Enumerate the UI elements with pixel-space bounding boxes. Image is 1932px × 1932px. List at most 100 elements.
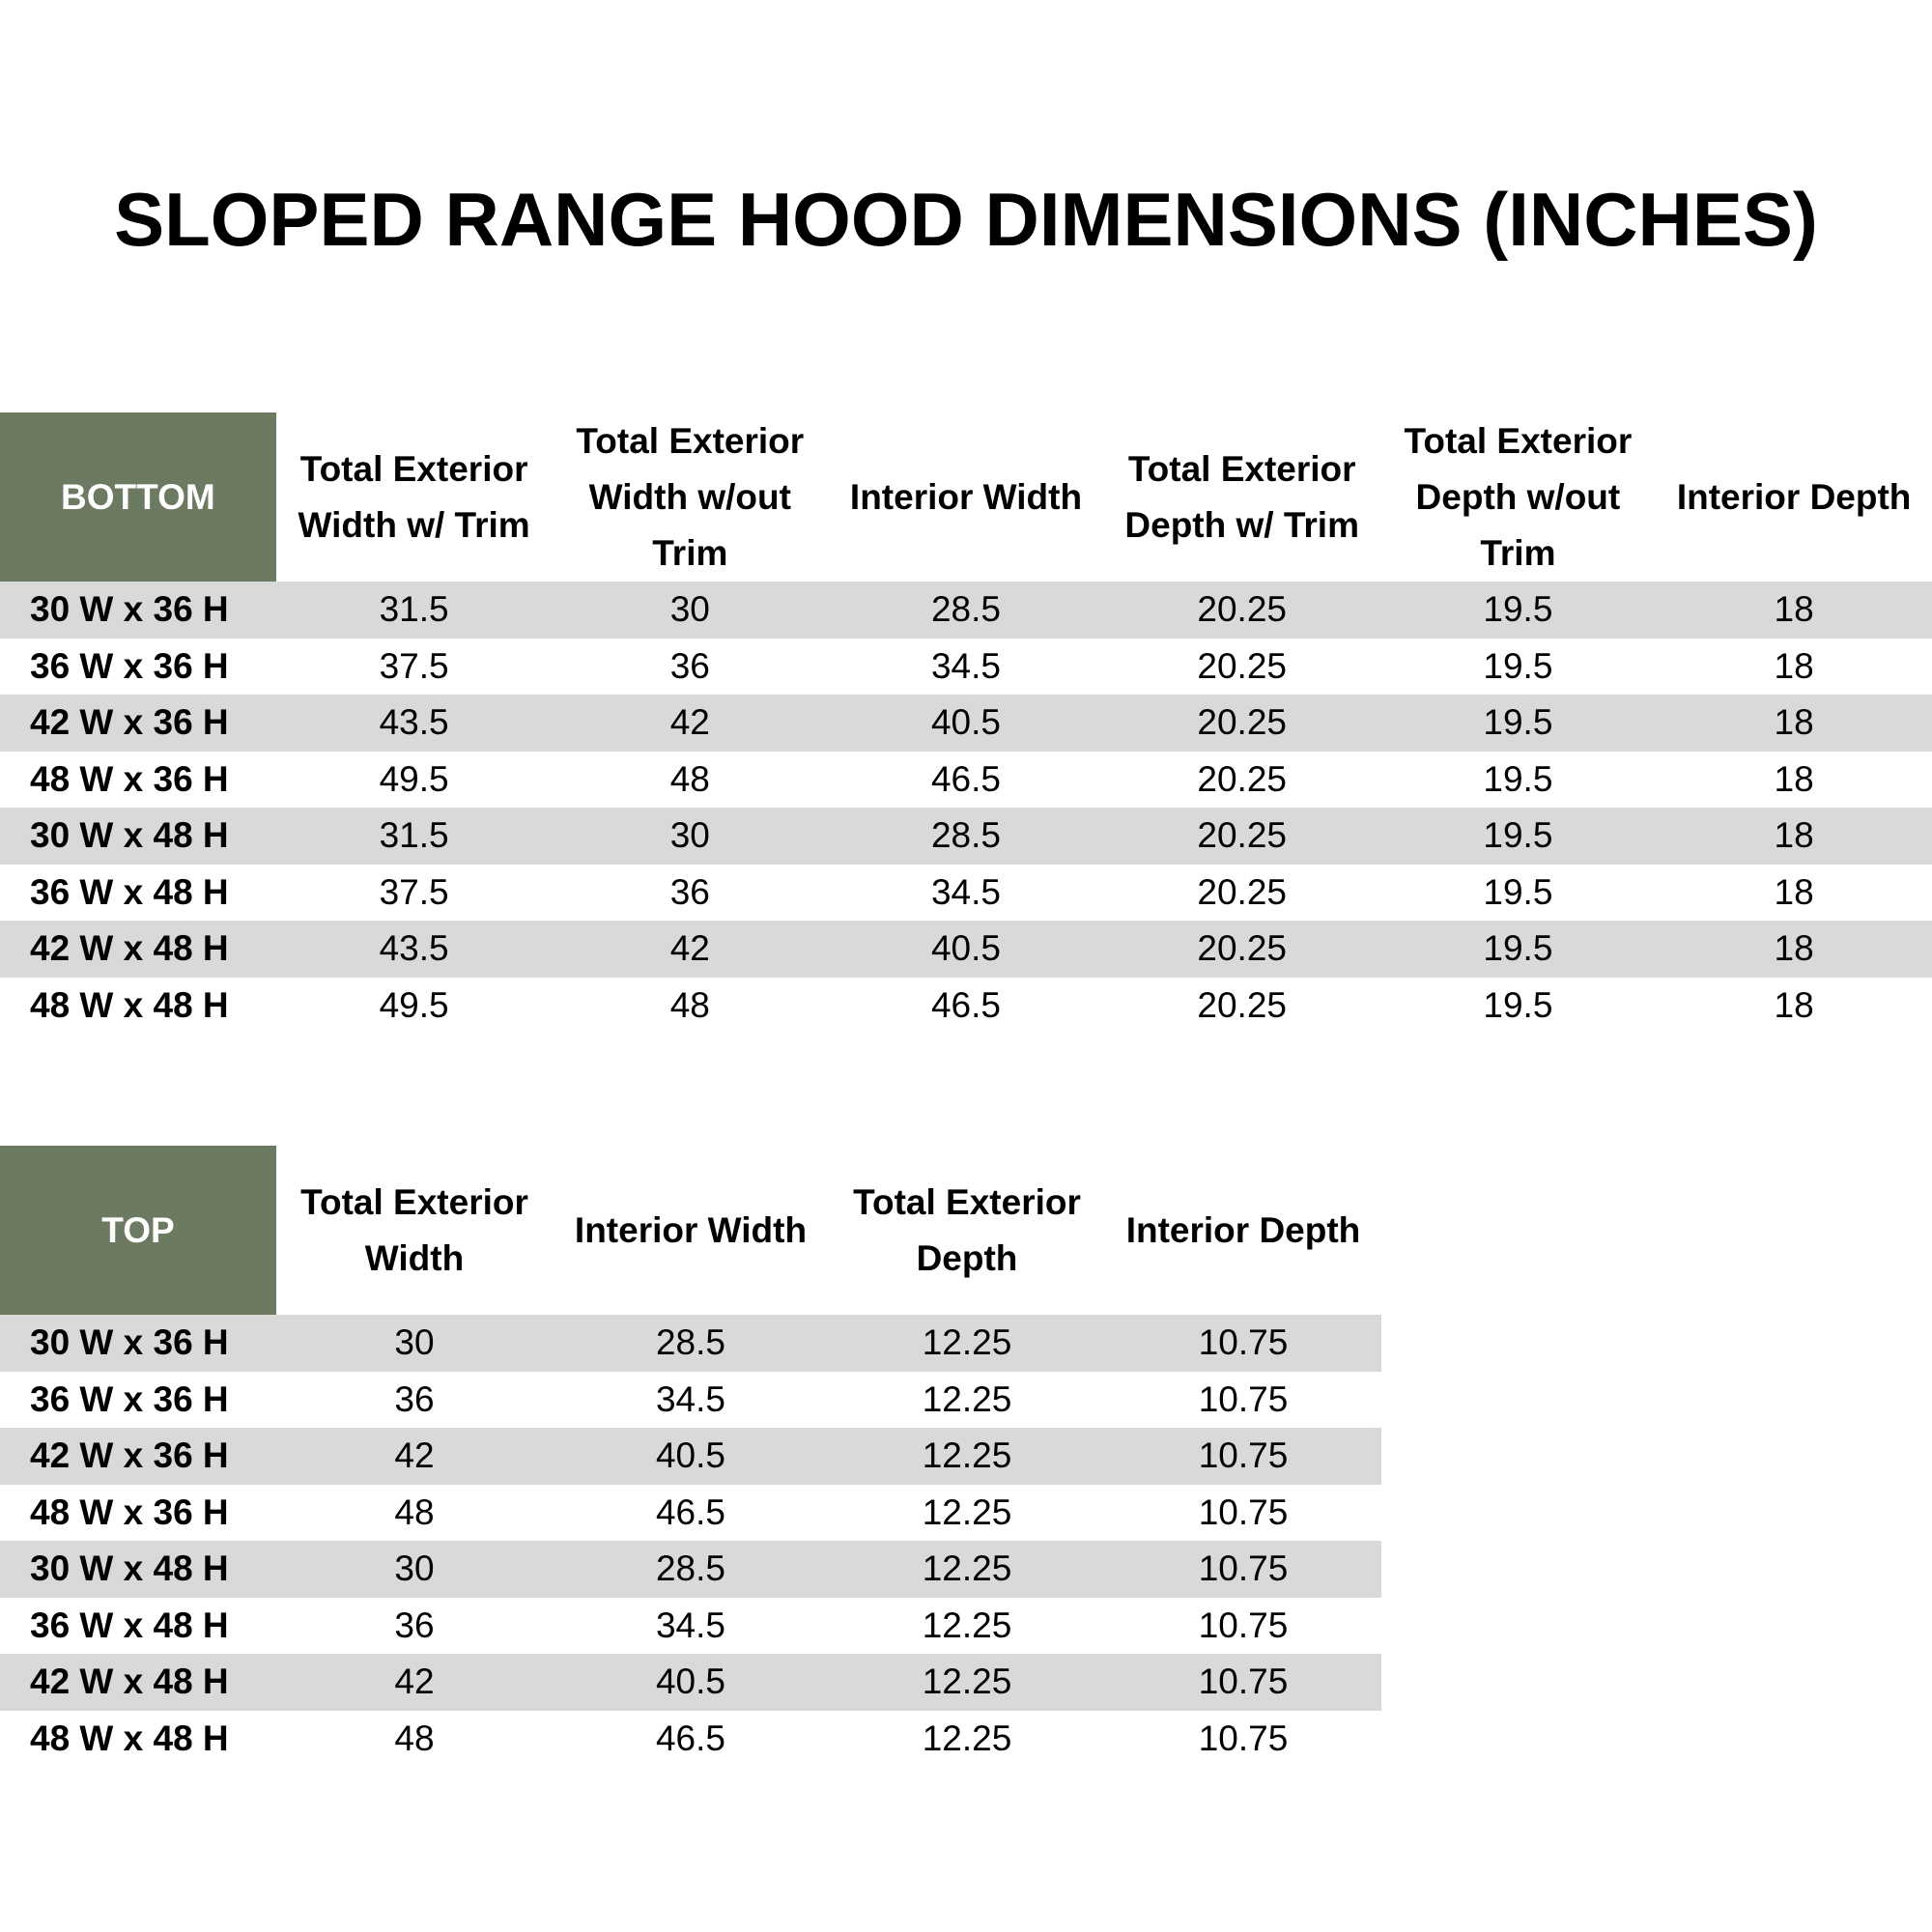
- cell: 18: [1774, 758, 1814, 799]
- table-row: 36 W x 36 H 36 34.5 12.25 10.75: [0, 1372, 1381, 1429]
- cell: 36: [669, 871, 710, 912]
- cell: 19.5: [1379, 695, 1657, 752]
- cell: 46.5: [930, 984, 1001, 1025]
- cell: 40.5: [828, 695, 1104, 752]
- cell: 18: [1656, 808, 1932, 865]
- cell: 48: [394, 1492, 435, 1532]
- cell: 48: [669, 758, 710, 799]
- cell: 18: [1656, 695, 1932, 752]
- cell: 34.5: [930, 871, 1001, 912]
- table-row: 48 W x 36 H 48 46.5 12.25 10.75: [0, 1485, 1381, 1542]
- row-label: 48 W x 36 H: [30, 758, 229, 799]
- cell: 48: [394, 1718, 435, 1758]
- table-row: 30 W x 36 H 31.5 30 28.5 20.25 19.5 18: [0, 582, 1932, 639]
- header-row: TOP Total Exterior Width Interior Width Tot…: [0, 1146, 1381, 1315]
- cell: 42: [552, 921, 829, 978]
- cell: 10.75: [1198, 1492, 1289, 1532]
- cell: 34.5: [655, 1378, 725, 1419]
- title: SLOPED RANGE HOOD DIMENSIONS (INCHES): [114, 177, 1818, 262]
- cell: 34.5: [655, 1605, 725, 1645]
- column-header: Interior Depth: [1676, 476, 1912, 517]
- column-header: Total Exterior Depth: [853, 1181, 1081, 1278]
- row-label: 42 W x 36 H: [0, 1428, 276, 1485]
- cell: 42: [552, 695, 829, 752]
- cell: 18: [1774, 871, 1814, 912]
- cell: 20.25: [1197, 645, 1287, 686]
- table-row: 42 W x 36 H 42 40.5 12.25 10.75: [0, 1428, 1381, 1485]
- cell: 49.5: [379, 758, 449, 799]
- cell: 19.5: [1379, 808, 1657, 865]
- table-row: 30 W x 48 H 30 28.5 12.25 10.75: [0, 1541, 1381, 1598]
- row-label: 48 W x 48 H: [30, 1718, 229, 1758]
- table-row: 42 W x 48 H 42 40.5 12.25 10.75: [0, 1654, 1381, 1711]
- cell: 36: [394, 1378, 435, 1419]
- table-row: 48 W x 48 H 49.5 48 46.5 20.25 19.5 18: [0, 978, 1932, 1035]
- cell: 20.25: [1103, 695, 1380, 752]
- cell: 31.5: [275, 808, 553, 865]
- cell: 28.5: [828, 582, 1104, 639]
- cell: 43.5: [275, 695, 553, 752]
- cell: 20.25: [1197, 758, 1287, 799]
- cell: 42: [276, 1654, 553, 1711]
- cell: 34.5: [930, 645, 1001, 686]
- cell: 20.25: [1197, 984, 1287, 1025]
- column-header: Interior Width: [849, 476, 1083, 517]
- cell: 10.75: [1105, 1428, 1381, 1485]
- table-row: 36 W x 48 H 37.5 36 34.5 20.25 19.5 18: [0, 865, 1932, 922]
- cell: 40.5: [553, 1428, 829, 1485]
- cell: 19.5: [1483, 758, 1553, 799]
- table-row: 36 W x 48 H 36 34.5 12.25 10.75: [0, 1598, 1381, 1655]
- cell: 12.25: [829, 1654, 1105, 1711]
- row-label: 36 W x 36 H: [30, 1378, 229, 1419]
- table-row: 30 W x 36 H 30 28.5 12.25 10.75: [0, 1315, 1381, 1372]
- cell: 18: [1656, 921, 1932, 978]
- cell: 30: [552, 582, 829, 639]
- cell: 28.5: [553, 1315, 829, 1372]
- cell: 19.5: [1379, 582, 1657, 639]
- cell: 10.75: [1105, 1541, 1381, 1598]
- cell: 12.25: [922, 1492, 1012, 1532]
- cell: 10.75: [1105, 1315, 1381, 1372]
- cell: 46.5: [655, 1718, 725, 1758]
- cell: 28.5: [828, 808, 1104, 865]
- column-header: Total Exterior Width: [300, 1181, 528, 1278]
- cell: 12.25: [922, 1718, 1012, 1758]
- cell: 12.25: [922, 1378, 1012, 1419]
- header-row: BOTTOM Total Exterior Width w/ Trim Total …: [0, 412, 1932, 582]
- cell: 19.5: [1483, 645, 1553, 686]
- cell: 19.5: [1379, 921, 1657, 978]
- cell: 36: [669, 645, 710, 686]
- table-row: 48 W x 48 H 48 46.5 12.25 10.75: [0, 1711, 1381, 1768]
- cell: 18: [1656, 582, 1932, 639]
- cell: 30: [276, 1541, 553, 1598]
- table-row: 36 W x 36 H 37.5 36 34.5 20.25 19.5 18: [0, 639, 1932, 696]
- cell: 12.25: [922, 1605, 1012, 1645]
- cell: 40.5: [553, 1654, 829, 1711]
- cell: 12.25: [829, 1315, 1105, 1372]
- cell: 19.5: [1483, 984, 1553, 1025]
- cell: 19.5: [1483, 871, 1553, 912]
- column-header: Total Exterior Depth w/out Trim: [1404, 420, 1633, 573]
- table-row: 42 W x 48 H 43.5 42 40.5 20.25 19.5 18: [0, 921, 1932, 978]
- column-header: Total Exterior Width w/out Trim: [576, 420, 805, 573]
- cell: 18: [1774, 984, 1814, 1025]
- row-label: 36 W x 48 H: [30, 1605, 229, 1645]
- table-row: 30 W x 48 H 31.5 30 28.5 20.25 19.5 18: [0, 808, 1932, 865]
- column-header: Total Exterior Width w/ Trim: [298, 448, 530, 545]
- row-label: 36 W x 48 H: [30, 871, 229, 912]
- column-header: Interior Depth: [1125, 1209, 1361, 1250]
- cell: 46.5: [655, 1492, 725, 1532]
- table-row: 42 W x 36 H 43.5 42 40.5 20.25 19.5 18: [0, 695, 1932, 752]
- cell: 10.75: [1105, 1654, 1381, 1711]
- cell: 49.5: [379, 984, 449, 1025]
- cell: 43.5: [275, 921, 553, 978]
- table-row: 48 W x 36 H 49.5 48 46.5 20.25 19.5 18: [0, 752, 1932, 809]
- cell: 12.25: [829, 1428, 1105, 1485]
- cell: 20.25: [1103, 921, 1380, 978]
- cell: 36: [394, 1605, 435, 1645]
- cell: 10.75: [1198, 1605, 1289, 1645]
- cell: 20.25: [1103, 582, 1380, 639]
- row-label: 30 W x 48 H: [0, 1541, 276, 1598]
- cell: 18: [1774, 645, 1814, 686]
